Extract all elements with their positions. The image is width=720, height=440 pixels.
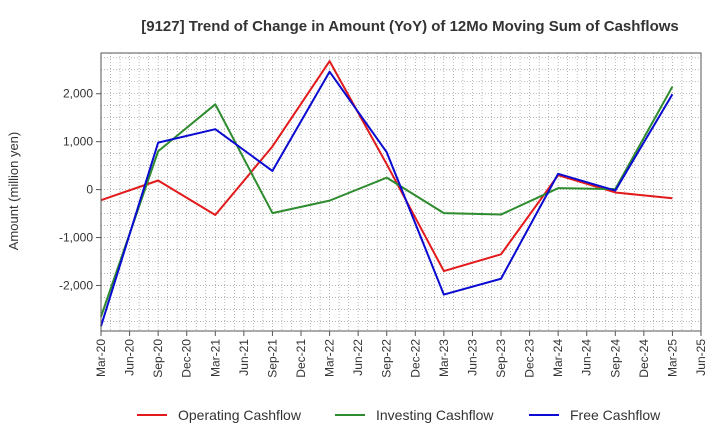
series-line-investing-cashflow bbox=[100, 86, 674, 317]
x-tick-label: Sep-21 bbox=[265, 339, 279, 378]
x-tick-label: Jun-22 bbox=[351, 339, 365, 376]
series-line-operating-cashflow bbox=[100, 60, 673, 273]
legend-label: Investing Cashflow bbox=[376, 407, 494, 423]
chart-title: [9127] Trend of Change in Amount (YoY) o… bbox=[141, 18, 679, 35]
y-tick-label: -2,000 bbox=[59, 278, 93, 292]
x-tick-label: Sep-24 bbox=[608, 339, 622, 378]
legend-label: Operating Cashflow bbox=[178, 407, 302, 423]
x-tick-label: Mar-20 bbox=[94, 339, 108, 377]
x-tick-label: Dec-22 bbox=[408, 339, 422, 378]
x-tick-label: Mar-21 bbox=[208, 339, 222, 377]
x-tick-label: Dec-20 bbox=[180, 339, 194, 378]
x-tick-label: Jun-25 bbox=[694, 339, 708, 376]
y-tick-label: 0 bbox=[86, 183, 93, 197]
x-tick-label: Dec-23 bbox=[523, 339, 537, 378]
x-tick-label: Mar-24 bbox=[551, 339, 565, 377]
series-lines bbox=[100, 60, 674, 327]
y-tick-labels: -2,000 -1,000 0 1,000 2,000 bbox=[59, 87, 101, 292]
x-tick-labels: Mar-20 Jun-20 Sep-20 Dec-20 Mar-21 Jun-21 Sep-… bbox=[94, 331, 708, 378]
x-tick-label: Mar-25 bbox=[665, 339, 679, 377]
x-tick-label: Dec-24 bbox=[637, 339, 651, 378]
legend: Operating Cashflow Investing Cashflow Free… bbox=[137, 407, 661, 423]
plot-frame bbox=[100, 52, 702, 332]
x-tick-label: Sep-22 bbox=[380, 339, 394, 378]
y-axis-label: Amount (million yen) bbox=[6, 132, 21, 251]
x-tick-label: Mar-23 bbox=[437, 339, 451, 377]
x-tick-label: Jun-20 bbox=[123, 339, 137, 376]
x-tick-label: Mar-22 bbox=[323, 339, 337, 377]
x-tick-label: Sep-23 bbox=[494, 339, 508, 378]
series-line-free-cashflow bbox=[100, 70, 674, 327]
legend-label: Free Cashflow bbox=[570, 407, 661, 423]
x-tick-label: Jun-21 bbox=[237, 339, 251, 376]
x-tick-label: Dec-21 bbox=[294, 339, 308, 378]
y-tick-label: 2,000 bbox=[63, 87, 93, 101]
x-tick-label: Jun-23 bbox=[465, 339, 479, 376]
x-tick-label: Jun-24 bbox=[580, 339, 594, 376]
y-tick-label: -1,000 bbox=[59, 231, 93, 245]
y-tick-label: 1,000 bbox=[63, 135, 93, 149]
x-tick-label: Sep-20 bbox=[151, 339, 165, 378]
grid bbox=[101, 53, 701, 331]
